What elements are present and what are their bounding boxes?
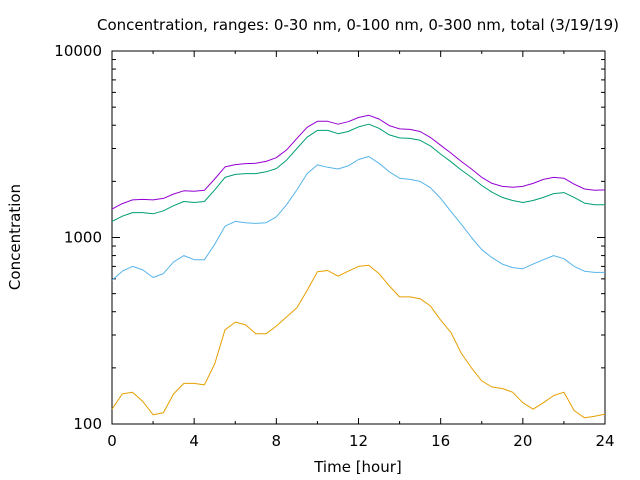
plot-frame xyxy=(111,50,606,425)
x-tick-label: 20 xyxy=(513,432,532,450)
series-line-2 xyxy=(111,156,605,281)
y-axis: 100 1000 10000 xyxy=(54,42,605,433)
x-tick-label: 0 xyxy=(107,432,117,450)
series-line-3 xyxy=(111,123,605,222)
y-tick-label: 1000 xyxy=(64,229,102,247)
y-axis-title: Concentration xyxy=(6,184,24,290)
x-axis: 0 4 8 12 16 20 24 xyxy=(107,51,615,450)
series-layer xyxy=(111,114,606,419)
x-tick-label: 8 xyxy=(272,432,282,450)
x-tick-label: 24 xyxy=(595,432,614,450)
chart-title: Concentration, ranges: 0-30 nm, 0-100 nm… xyxy=(97,16,619,34)
series-line-1 xyxy=(111,264,606,419)
series-line-4 xyxy=(111,114,606,210)
y-tick-label: 100 xyxy=(73,415,102,433)
x-tick-label: 12 xyxy=(349,432,368,450)
x-axis-title: Time [hour] xyxy=(313,458,402,476)
x-tick-label: 16 xyxy=(431,432,450,450)
y-tick-label: 10000 xyxy=(54,42,102,60)
x-tick-label: 4 xyxy=(189,432,199,450)
